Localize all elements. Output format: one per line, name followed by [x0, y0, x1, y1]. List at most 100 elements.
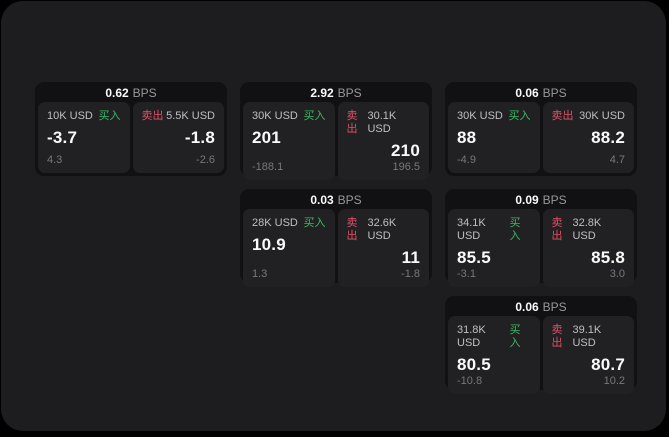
buy-price: 10.9: [252, 235, 286, 254]
bps-value: 0.09: [515, 193, 539, 207]
sell-pane-header: 卖出 5.5K USD: [142, 110, 216, 123]
quote-panes: 31.8K USD 买入 80.5 -10.8 卖出 39.1K USD 80.…: [448, 316, 634, 394]
sell-sub-value: 10.2: [603, 375, 625, 387]
sell-amount: 5.5K USD: [166, 110, 215, 122]
buy-price: 85.5: [457, 248, 491, 267]
sell-side-label: 卖出: [346, 217, 358, 242]
sell-price: 85.8: [591, 248, 625, 267]
buy-price: 88: [457, 128, 477, 147]
buy-side-label: 买入: [303, 110, 326, 122]
quote-panes: 30K USD 买入 88 -4.9 卖出 30K USD 88.2 4.7: [448, 102, 634, 173]
bps-value: 0.62: [105, 86, 129, 100]
buy-pane[interactable]: 30K USD 买入 201 -188.1: [243, 102, 335, 180]
sell-amount: 30K USD: [579, 110, 625, 122]
bps-header: 0.06 BPS: [448, 299, 634, 316]
buy-side-label: 买入: [303, 217, 326, 229]
buy-amount: 31.8K USD: [457, 324, 486, 349]
quote-panes: 34.1K USD 买入 85.5 -3.1 卖出 32.8K USD 85.8…: [448, 209, 634, 287]
bps-unit-label: BPS: [132, 86, 157, 100]
sell-pane[interactable]: 卖出 39.1K USD 80.7 10.2: [542, 316, 634, 394]
buy-pane[interactable]: 28K USD 买入 10.9 1.3: [243, 209, 335, 287]
sell-pane[interactable]: 卖出 5.5K USD -1.8 -2.6: [132, 102, 224, 173]
buy-pane[interactable]: 10K USD 买入 -3.7 4.3: [38, 102, 130, 173]
sell-pane-header: 卖出 30.1K USD: [347, 110, 421, 136]
buy-pane-header: 34.1K USD 买入: [457, 217, 531, 243]
buy-sub-value: 4.3: [47, 154, 63, 166]
buy-sub-value: -4.9: [457, 154, 476, 166]
buy-side-label: 买入: [509, 324, 521, 349]
buy-sub-value: -3.1: [457, 268, 476, 280]
sell-side-label: 卖出: [551, 217, 563, 242]
quote-card: 0.03 BPS 28K USD 买入 10.9 1.3 卖出 32.6K US…: [240, 189, 432, 287]
bps-header: 0.09 BPS: [448, 192, 634, 209]
bps-unit-label: BPS: [337, 193, 362, 207]
sell-sub-value: 4.7: [609, 154, 625, 166]
sell-pane[interactable]: 卖出 32.8K USD 85.8 3.0: [542, 209, 634, 287]
buy-pane[interactable]: 30K USD 买入 88 -4.9: [448, 102, 540, 173]
buy-amount: 34.1K USD: [457, 217, 486, 242]
bps-header: 0.62 BPS: [38, 85, 224, 102]
buy-pane-header: 31.8K USD 买入: [457, 324, 531, 350]
buy-pane-header: 30K USD 买入: [457, 110, 531, 123]
buy-amount: 30K USD: [252, 110, 298, 122]
bps-unit-label: BPS: [542, 300, 567, 314]
buy-sub-value: -188.1: [252, 161, 284, 173]
bps-value: 0.06: [515, 300, 539, 314]
bps-value: 0.03: [310, 193, 334, 207]
sell-price: 11: [401, 248, 420, 267]
bps-header: 2.92 BPS: [243, 85, 429, 102]
sell-amount: 32.8K USD: [572, 217, 602, 242]
quote-panes: 10K USD 买入 -3.7 4.3 卖出 5.5K USD -1.8 -2.…: [38, 102, 224, 173]
sell-pane[interactable]: 卖出 30.1K USD 210 196.5: [337, 102, 429, 180]
buy-pane-header: 28K USD 买入: [252, 217, 326, 230]
buy-price: -3.7: [47, 128, 78, 147]
buy-amount: 30K USD: [457, 110, 503, 122]
sell-side-label: 卖出: [346, 110, 358, 135]
bps-header: 0.03 BPS: [243, 192, 429, 209]
buy-pane[interactable]: 31.8K USD 买入 80.5 -10.8: [448, 316, 540, 394]
sell-price: 80.7: [591, 355, 625, 374]
buy-pane-header: 30K USD 买入: [252, 110, 326, 123]
buy-side-label: 买入: [509, 217, 521, 242]
buy-pane[interactable]: 34.1K USD 买入 85.5 -3.1: [448, 209, 540, 287]
sell-price: -1.8: [184, 128, 215, 147]
sell-side-label: 卖出: [141, 110, 164, 122]
sell-sub-value: -2.6: [196, 154, 215, 166]
quote-card: 0.06 BPS 31.8K USD 买入 80.5 -10.8 卖出 39.1…: [445, 296, 637, 394]
sell-amount: 32.6K USD: [367, 217, 397, 242]
buy-amount: 28K USD: [252, 217, 298, 229]
sell-sub-value: 196.5: [392, 161, 420, 173]
sell-pane-header: 卖出 39.1K USD: [552, 324, 626, 350]
buy-side-label: 买入: [508, 110, 531, 122]
quote-panes: 28K USD 买入 10.9 1.3 卖出 32.6K USD 11 -1.8: [243, 209, 429, 287]
sell-sub-value: 3.0: [609, 268, 625, 280]
quote-grid: 0.62 BPS 10K USD 买入 -3.7 4.3 卖出 5.5K USD…: [35, 82, 637, 394]
sell-side-label: 卖出: [551, 324, 563, 349]
sell-price: 88.2: [591, 128, 625, 147]
bps-unit-label: BPS: [542, 86, 567, 100]
buy-price: 201: [252, 128, 281, 147]
sell-amount: 39.1K USD: [572, 324, 602, 349]
sell-amount: 30.1K USD: [367, 110, 397, 135]
sell-pane-header: 卖出 30K USD: [552, 110, 626, 123]
sell-pane[interactable]: 卖出 32.6K USD 11 -1.8: [337, 209, 429, 287]
sell-side-label: 卖出: [551, 110, 574, 122]
sell-pane[interactable]: 卖出 30K USD 88.2 4.7: [542, 102, 634, 173]
buy-sub-value: 1.3: [252, 268, 268, 280]
bps-unit-label: BPS: [542, 193, 567, 207]
bps-value: 0.06: [515, 86, 539, 100]
bps-value: 2.92: [310, 86, 334, 100]
bps-unit-label: BPS: [337, 86, 362, 100]
bps-header: 0.06 BPS: [448, 85, 634, 102]
quote-card: 0.06 BPS 30K USD 买入 88 -4.9 卖出 30K USD 8…: [445, 82, 637, 176]
sell-pane-header: 卖出 32.8K USD: [552, 217, 626, 243]
buy-amount: 10K USD: [47, 110, 93, 122]
buy-pane-header: 10K USD 买入: [47, 110, 121, 123]
sell-price: 210: [391, 141, 420, 160]
buy-side-label: 买入: [98, 110, 121, 122]
quote-card: 0.62 BPS 10K USD 买入 -3.7 4.3 卖出 5.5K USD…: [35, 82, 227, 176]
sell-sub-value: -1.8: [401, 268, 420, 280]
buy-price: 80.5: [457, 355, 491, 374]
quote-card: 2.92 BPS 30K USD 买入 201 -188.1 卖出 30.1K …: [240, 82, 432, 180]
quote-panes: 30K USD 买入 201 -188.1 卖出 30.1K USD 210 1…: [243, 102, 429, 180]
